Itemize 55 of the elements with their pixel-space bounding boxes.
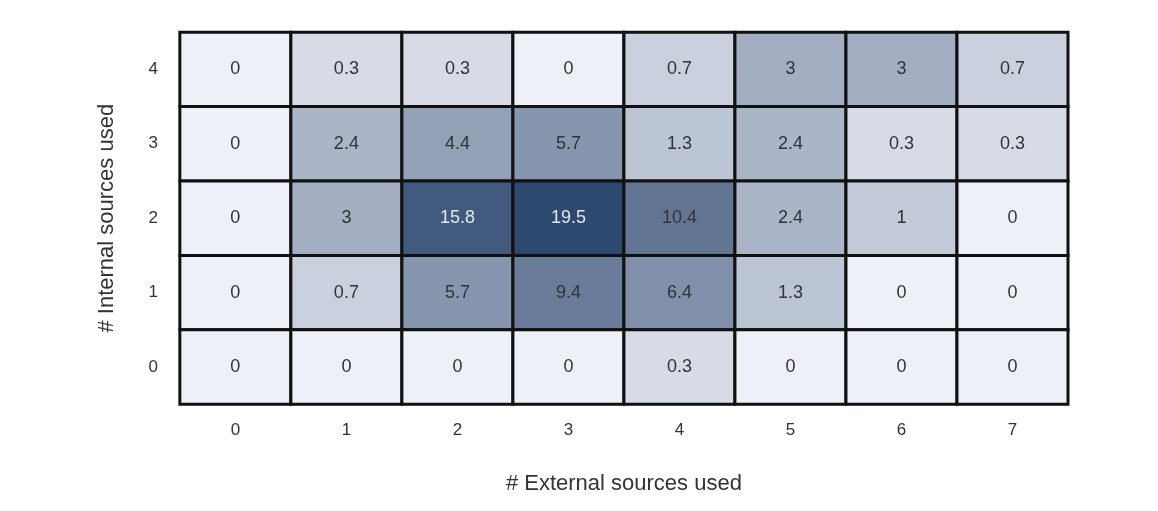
data-label: 1.3: [666, 132, 692, 153]
x-axis-title: # External sources used: [505, 469, 742, 495]
x-tick-label: 7: [1007, 420, 1018, 440]
data-label: 0: [230, 207, 241, 228]
x-tick-label: 3: [563, 420, 574, 440]
data-label: 0: [341, 355, 352, 376]
data-label: 0.3: [999, 132, 1026, 153]
data-label: 1: [896, 207, 907, 228]
data-label: 0.3: [333, 58, 359, 79]
data-label: 0: [230, 281, 241, 302]
x-tick-label: 0: [230, 420, 241, 440]
x-tick-label: 2: [452, 420, 463, 440]
data-label: 0: [1007, 207, 1018, 228]
data-label: 0: [230, 58, 241, 79]
data-label: 3: [341, 207, 352, 228]
data-label: 0: [785, 355, 796, 376]
data-label: 0.3: [444, 58, 470, 79]
x-tick-label: 6: [896, 420, 907, 440]
data-label: 0.7: [999, 58, 1026, 79]
data-label: 2.4: [777, 132, 803, 153]
y-tick-label: 3: [148, 133, 158, 153]
data-label: 9.4: [555, 281, 581, 302]
data-label: 2.4: [777, 207, 803, 228]
data-label: 0.3: [888, 132, 914, 153]
data-label: 0: [230, 132, 241, 153]
x-tick-label: 4: [674, 420, 685, 440]
data-label: 10.4: [661, 207, 697, 228]
data-label: 0: [1007, 281, 1018, 302]
y-tick-label: 2: [148, 207, 158, 227]
x-tick-label: 1: [341, 420, 352, 440]
data-label: 19.5: [550, 207, 586, 228]
data-label: 0.3: [666, 355, 692, 376]
y-tick-label: 0: [148, 356, 158, 376]
data-label: 3: [785, 58, 796, 79]
data-label: 15.8: [439, 207, 475, 228]
data-label: 0: [563, 355, 574, 376]
data-label: 3: [896, 58, 907, 79]
y-tick-label: 4: [148, 59, 158, 79]
y-tick-label: 1: [148, 282, 158, 302]
data-label: 5.7: [444, 281, 470, 302]
data-label: 4.4: [444, 132, 470, 153]
data-label: 5.7: [555, 132, 581, 153]
data-label: 0: [896, 281, 907, 302]
data-label: 1.3: [777, 281, 803, 302]
data-label: 2.4: [333, 132, 359, 153]
data-label: 0: [1007, 355, 1018, 376]
data-label: 0: [896, 355, 907, 376]
x-tick-label: 5: [785, 420, 796, 440]
data-label: 0: [230, 355, 241, 376]
data-label: 6.4: [666, 281, 692, 302]
data-label: 0: [452, 355, 463, 376]
data-label: 0.7: [333, 281, 359, 302]
data-label: 0.7: [666, 58, 692, 79]
data-label: 0: [563, 58, 574, 79]
y-axis-title: # Internal sources used: [93, 103, 119, 333]
